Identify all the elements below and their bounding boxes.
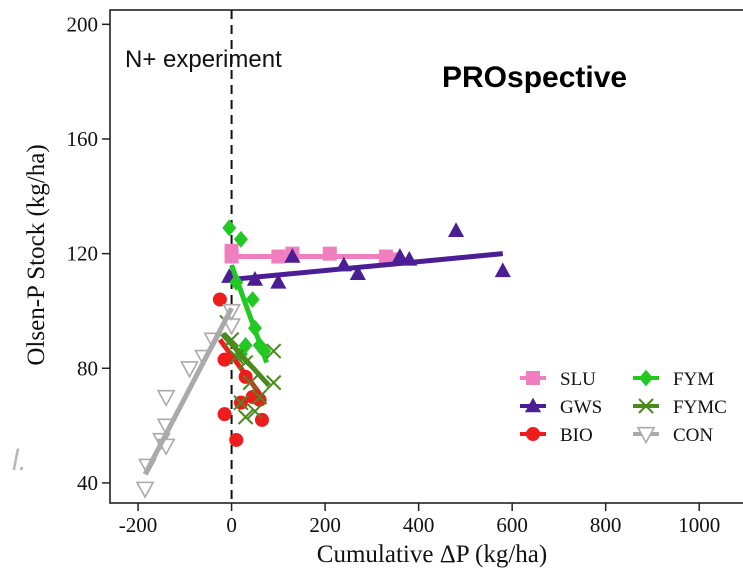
fymc-point-1 <box>223 331 240 348</box>
fymc-point-7-stroke-b <box>237 409 254 425</box>
prospective-annotation: PROspective <box>442 61 627 94</box>
gws-point-5 <box>349 265 366 280</box>
series-gws <box>221 222 511 289</box>
fym-point-0 <box>222 219 237 237</box>
con-fit-line <box>142 306 234 476</box>
y-axis-label: Olsen-P Stock (kg/ha) <box>23 144 50 365</box>
series-fym <box>222 219 272 364</box>
x-tick-label-200: 200 <box>309 513 341 537</box>
fymc-point-6-stroke-b <box>233 394 249 411</box>
series-fymc <box>219 314 282 425</box>
fymc-point-10 <box>247 403 263 419</box>
x-tick-label-600: 600 <box>496 513 528 537</box>
y-tick-label-80: 80 <box>77 356 98 380</box>
con-point-6 <box>180 361 199 379</box>
plot-frame <box>109 9 743 504</box>
y-tick-label-200: 200 <box>67 12 99 36</box>
legend-fymc-marker-stroke-b <box>638 398 654 414</box>
x-tick-label-0: 0 <box>226 513 237 537</box>
legend-bio-marker <box>526 427 540 441</box>
bio-point-0 <box>212 292 227 307</box>
bio-point-8 <box>254 412 269 427</box>
gws-fit-line <box>231 251 504 282</box>
fymc-point-1-stroke-b <box>223 331 240 348</box>
gws-point-9 <box>494 262 511 278</box>
legend-fymc-label: FYMC <box>673 397 727 418</box>
gws-point-3 <box>284 248 301 263</box>
legend-item-fymc: FYMC <box>633 397 727 418</box>
legend-bio-label: BIO <box>560 425 593 446</box>
x-axis-label: Cumulative ΔP (kg/ha) <box>317 541 547 568</box>
bio-point-7 <box>252 392 267 407</box>
fymc-point-9 <box>265 374 282 391</box>
legend-item-fym: FYM <box>633 369 714 390</box>
legend-item-bio: BIO <box>520 425 593 446</box>
fym-point-3 <box>245 291 260 308</box>
experiment-annotation: N+ experiment <box>125 46 282 73</box>
con-point-5 <box>156 389 176 408</box>
fymc-point-10-stroke-b <box>247 403 263 419</box>
fymc-point-4 <box>242 374 258 391</box>
x-tick-label--200: -200 <box>119 513 158 537</box>
gws-point-8 <box>447 222 465 238</box>
legend-item-slu: SLU <box>520 369 596 390</box>
series-slu <box>224 243 398 267</box>
legend-fym-marker <box>639 369 653 387</box>
legend-item-con: CON <box>633 425 713 446</box>
fymc-point-8-stroke-b <box>265 343 282 359</box>
fymc-point-5 <box>251 389 268 405</box>
gws-point-2 <box>270 273 287 289</box>
axes-layer: 40 80 120 160 200 -200 0 200 400 600 800 1000 <box>67 9 743 537</box>
series-con <box>135 303 241 499</box>
legend-fym-label: FYM <box>673 369 714 390</box>
bio-point-1 <box>217 352 232 367</box>
fymc-point-4-stroke-b <box>242 374 258 391</box>
y-tick-label-120: 120 <box>67 242 99 266</box>
con-point-0 <box>135 481 155 499</box>
x-tick-label-400: 400 <box>403 513 435 537</box>
bio-point-2 <box>217 407 232 422</box>
y-tick-label-160: 160 <box>67 127 99 151</box>
legend-slu-label: SLU <box>560 369 596 390</box>
y-tick-label-40: 40 <box>77 471 98 495</box>
legend-gws-marker <box>524 397 542 413</box>
fymc-point-9-stroke-b <box>265 374 282 391</box>
fymc-point-6 <box>233 394 249 411</box>
fym-point-1 <box>233 230 248 248</box>
left-edge-fragment: l. <box>12 444 27 477</box>
x-tick-label-800: 800 <box>590 513 622 537</box>
fymc-point-5-stroke-b <box>251 389 268 405</box>
fymc-point-8 <box>265 343 282 359</box>
fymc-fit-line <box>220 332 271 388</box>
bio-point-3 <box>229 432 244 447</box>
legend-slu-marker <box>526 371 540 385</box>
legend: SLU GWS BIO FYM FYMC CON <box>520 369 727 446</box>
legend-fymc-marker <box>638 398 654 414</box>
series-layer <box>135 219 511 499</box>
x-tick-label-1000: 1000 <box>678 513 720 537</box>
legend-gws-label: GWS <box>560 397 602 418</box>
fym-fit-line <box>229 264 270 364</box>
legend-item-gws: GWS <box>520 397 602 418</box>
gws-point-6 <box>391 248 408 263</box>
fymc-point-7 <box>237 409 254 425</box>
legend-con-label: CON <box>673 425 713 446</box>
legend-con-marker <box>636 426 656 445</box>
